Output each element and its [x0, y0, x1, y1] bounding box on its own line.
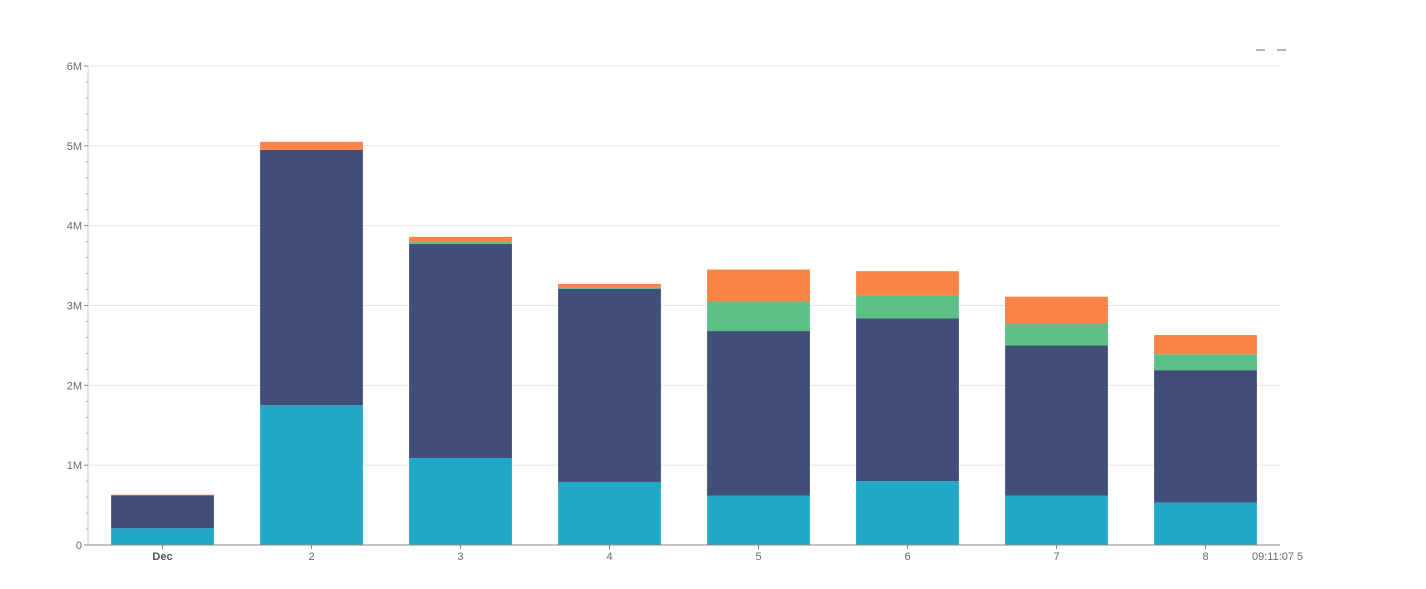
bar-segment [1154, 354, 1257, 371]
x-tick-label: 6 [904, 551, 910, 563]
y-tick-label: 2M [67, 380, 82, 392]
bar-segment [558, 287, 661, 289]
y-tick-label: 5M [67, 141, 82, 153]
bar-segment [558, 288, 661, 482]
bar-segment [1154, 335, 1257, 355]
x-tick-label: 2 [308, 551, 314, 563]
bar-segment [260, 149, 363, 406]
x-tick-label: 8 [1202, 551, 1208, 563]
bar-segment [558, 481, 661, 545]
bar-segment [1005, 296, 1108, 324]
x-tick-label: 4 [606, 551, 612, 563]
bar-segment [409, 244, 512, 458]
y-tick-label: 3M [67, 301, 82, 313]
bar-segment [409, 457, 512, 545]
bar-segment [707, 269, 810, 302]
bar-segment [409, 241, 512, 245]
bar-segment [1005, 323, 1108, 346]
x-axis-end-timestamp: 09:11:07 5 [1252, 551, 1303, 563]
x-tick-label: Dec [152, 551, 172, 563]
bar-segment [111, 494, 214, 496]
bar-segment [260, 405, 363, 545]
bar-segment [111, 528, 214, 545]
bar-segment [707, 331, 810, 496]
x-tick-labels: Dec 2 3 4 5 6 7 8 [152, 545, 1209, 563]
bars [111, 141, 1257, 545]
bar-segment [856, 318, 959, 482]
bar-segment [707, 495, 810, 545]
y-tick-label: 6M [67, 61, 82, 73]
y-tick-label: 4M [67, 221, 82, 233]
y-tick-labels: 0 1M 2M 3M 4M 5M 6M [67, 61, 88, 552]
bar-segment [1005, 495, 1108, 545]
bar-segment [1154, 502, 1257, 545]
x-tick-label: 7 [1053, 551, 1059, 563]
y-tick-label: 0 [76, 540, 82, 552]
y-tick-label: 1M [67, 460, 82, 472]
bar-segment [707, 301, 810, 332]
bar-segment [1005, 345, 1108, 496]
x-tick-label: 5 [755, 551, 761, 563]
bar-segment [260, 141, 363, 150]
bar-segment [856, 271, 959, 296]
bar-segment [856, 295, 959, 319]
x-tick-label: 3 [457, 551, 463, 563]
bar-segment [856, 481, 959, 545]
bar-segment [558, 283, 661, 288]
bar-segment [111, 495, 214, 529]
bar-segment [409, 236, 512, 242]
bar-segment [1154, 370, 1257, 503]
